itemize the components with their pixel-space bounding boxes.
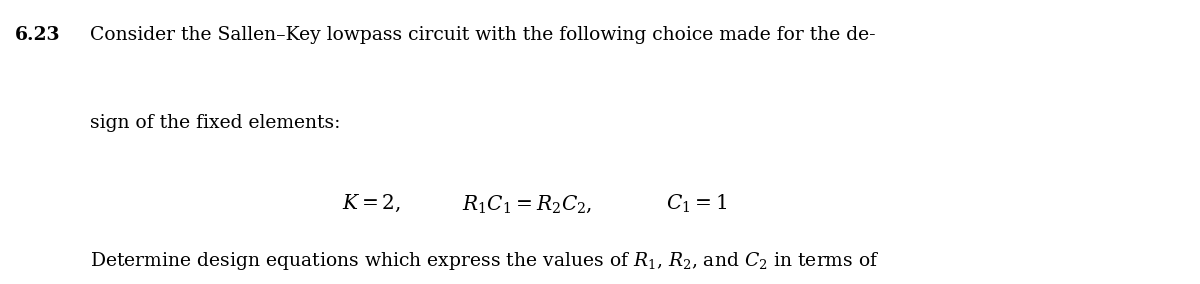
Text: $C_1 = 1$: $C_1 = 1$ (666, 193, 727, 216)
Text: 6.23: 6.23 (14, 26, 60, 43)
Text: sign of the fixed elements:: sign of the fixed elements: (90, 114, 341, 131)
Text: Determine design equations which express the values of $R_1$, $R_2$, and $C_2$ i: Determine design equations which express… (90, 250, 880, 272)
Text: $K = 2,$: $K = 2,$ (342, 193, 401, 214)
Text: Consider the Sallen–Key lowpass circuit with the following choice made for the d: Consider the Sallen–Key lowpass circuit … (90, 26, 876, 43)
Text: $R_1C_1 = R_2C_2,$: $R_1C_1 = R_2C_2,$ (462, 193, 593, 215)
